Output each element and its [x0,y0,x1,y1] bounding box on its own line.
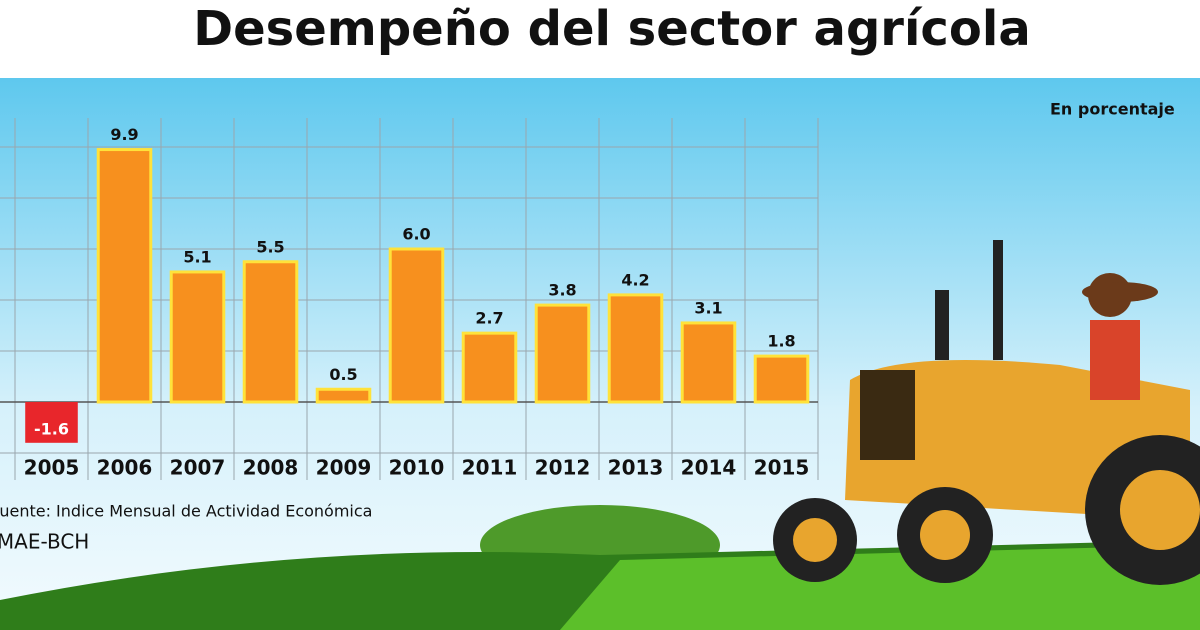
value-label: 1.8 [767,332,795,351]
value-label: -1.6 [34,420,69,439]
x-tick-label: 2007 [170,456,226,480]
bar [388,247,445,404]
x-tick-label: 2006 [97,456,153,480]
value-label: 5.5 [256,237,284,256]
value-label: 6.0 [402,225,430,244]
source: IMAE-BCH [0,530,89,554]
value-label: 2.7 [475,309,503,328]
title-band [0,0,1200,78]
subtitle: En porcentaje [1050,100,1175,119]
bar [461,331,518,404]
x-tick-label: 2010 [389,456,445,480]
x-tick-label: 2015 [754,456,810,480]
bar [680,321,737,404]
bar [25,402,78,443]
bar [753,354,810,404]
value-label: 0.5 [329,365,357,384]
field-rows [560,545,1200,630]
value-label: 3.8 [548,281,576,300]
bar [607,293,664,404]
x-tick-label: 2014 [681,456,737,480]
value-label: 4.2 [621,270,649,289]
source: Fuente: Indice Mensual de Actividad Econ… [0,502,372,521]
bar [534,303,591,404]
x-tick-label: 2011 [462,456,518,480]
bar [242,260,299,404]
x-tick-label: 2013 [608,456,664,480]
x-tick-label: 2005 [24,456,80,480]
x-tick-label: 2008 [243,456,299,480]
bar [96,148,153,404]
x-tick-label: 2009 [316,456,372,480]
bar [169,270,226,404]
chart-title: Desempeño del sector agrícola [193,1,1030,57]
value-label: 9.9 [110,125,138,144]
x-tick-label: 2012 [535,456,591,480]
bar [315,387,372,404]
tractor [773,240,1200,585]
value-label: 3.1 [694,298,722,317]
value-label: 5.1 [183,247,211,266]
